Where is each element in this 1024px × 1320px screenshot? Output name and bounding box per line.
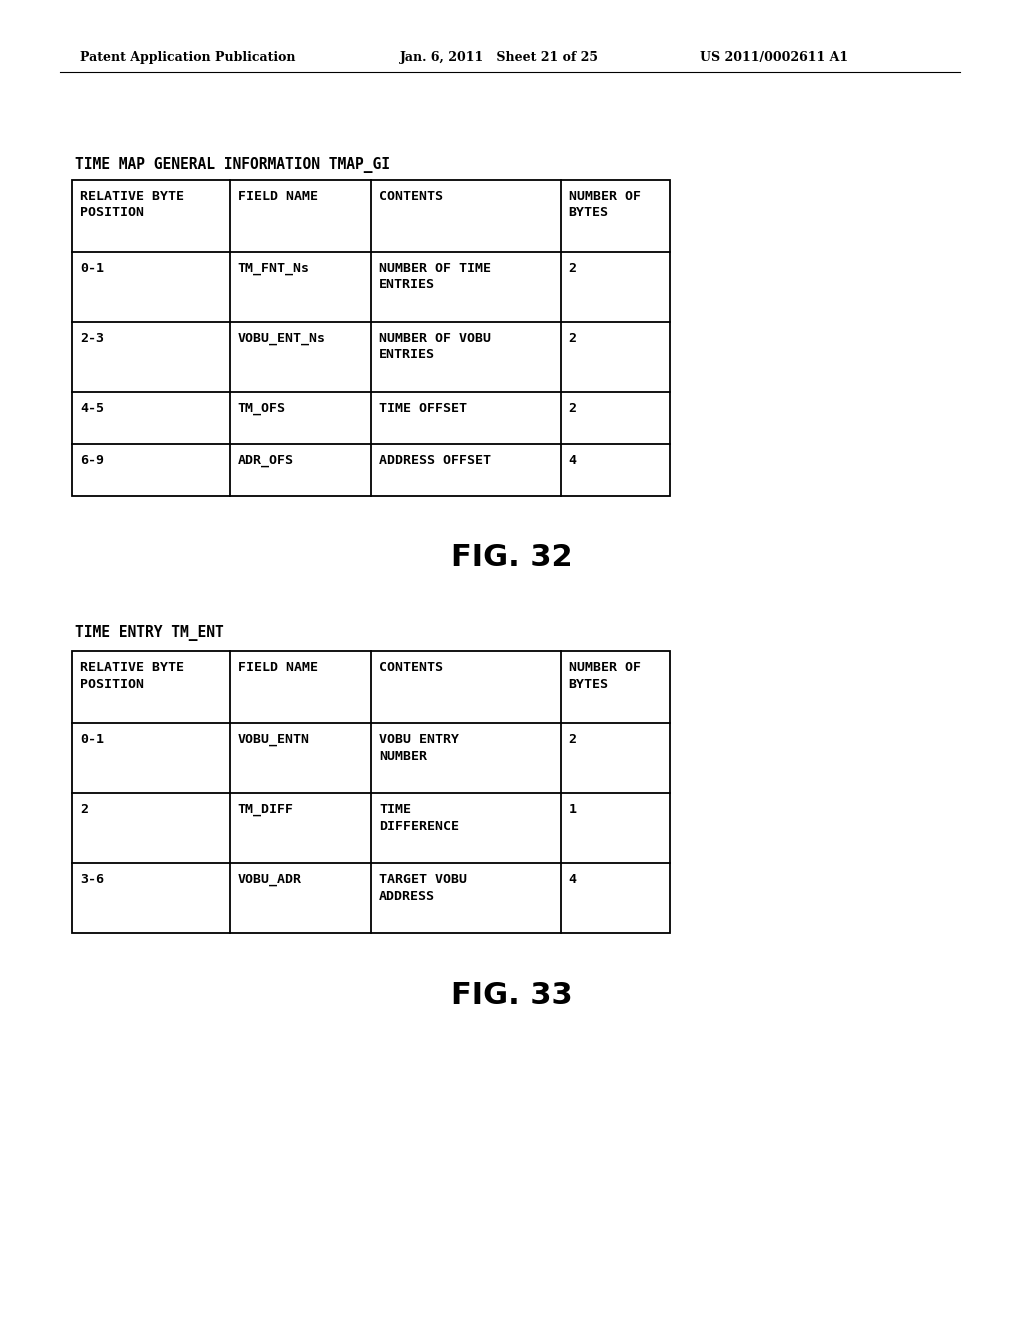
Text: 6-9: 6-9 — [80, 454, 104, 467]
Text: VOBU ENTRY
NUMBER: VOBU ENTRY NUMBER — [379, 733, 459, 763]
Text: NUMBER OF
BYTES: NUMBER OF BYTES — [568, 661, 641, 690]
Text: ADDRESS OFFSET: ADDRESS OFFSET — [379, 454, 490, 467]
Text: 4: 4 — [568, 873, 577, 886]
Text: 2: 2 — [568, 261, 577, 275]
Text: RELATIVE BYTE
POSITION: RELATIVE BYTE POSITION — [80, 190, 184, 219]
Text: TIME
DIFFERENCE: TIME DIFFERENCE — [379, 803, 459, 833]
Text: FIELD NAME: FIELD NAME — [238, 661, 317, 675]
Text: 2: 2 — [568, 333, 577, 345]
Text: 0-1: 0-1 — [80, 261, 104, 275]
Bar — [72, 651, 670, 933]
Text: VOBU_ENTN: VOBU_ENTN — [238, 733, 309, 746]
Text: NUMBER OF VOBU
ENTRIES: NUMBER OF VOBU ENTRIES — [379, 333, 490, 362]
Text: 4-5: 4-5 — [80, 403, 104, 414]
Text: US 2011/0002611 A1: US 2011/0002611 A1 — [700, 51, 848, 65]
Text: 2: 2 — [568, 403, 577, 414]
Text: 0-1: 0-1 — [80, 733, 104, 746]
Text: 2-3: 2-3 — [80, 333, 104, 345]
Text: ADR_OFS: ADR_OFS — [238, 454, 294, 467]
Text: TARGET VOBU
ADDRESS: TARGET VOBU ADDRESS — [379, 873, 467, 903]
Text: NUMBER OF TIME
ENTRIES: NUMBER OF TIME ENTRIES — [379, 261, 490, 292]
Text: 2: 2 — [80, 803, 88, 816]
Text: 2: 2 — [568, 733, 577, 746]
Text: TIME OFFSET: TIME OFFSET — [379, 403, 467, 414]
Text: FIELD NAME: FIELD NAME — [238, 190, 317, 203]
Bar — [72, 180, 670, 496]
Text: TIME MAP GENERAL INFORMATION TMAP_GI: TIME MAP GENERAL INFORMATION TMAP_GI — [75, 157, 390, 173]
Text: 1: 1 — [568, 803, 577, 816]
Text: CONTENTS: CONTENTS — [379, 190, 443, 203]
Text: 3-6: 3-6 — [80, 873, 104, 886]
Text: CONTENTS: CONTENTS — [379, 661, 443, 675]
Text: Jan. 6, 2011   Sheet 21 of 25: Jan. 6, 2011 Sheet 21 of 25 — [400, 51, 599, 65]
Text: FIG. 33: FIG. 33 — [452, 981, 572, 1010]
Text: FIG. 32: FIG. 32 — [452, 544, 572, 573]
Text: TM_OFS: TM_OFS — [238, 403, 286, 414]
Text: VOBU_ENT_Ns: VOBU_ENT_Ns — [238, 333, 326, 345]
Text: VOBU_ADR: VOBU_ADR — [238, 873, 301, 886]
Text: TM_DIFF: TM_DIFF — [238, 803, 294, 816]
Text: TIME ENTRY TM_ENT: TIME ENTRY TM_ENT — [75, 624, 224, 642]
Text: RELATIVE BYTE
POSITION: RELATIVE BYTE POSITION — [80, 661, 184, 690]
Text: 4: 4 — [568, 454, 577, 467]
Text: NUMBER OF
BYTES: NUMBER OF BYTES — [568, 190, 641, 219]
Text: Patent Application Publication: Patent Application Publication — [80, 51, 296, 65]
Text: TM_FNT_Ns: TM_FNT_Ns — [238, 261, 309, 275]
